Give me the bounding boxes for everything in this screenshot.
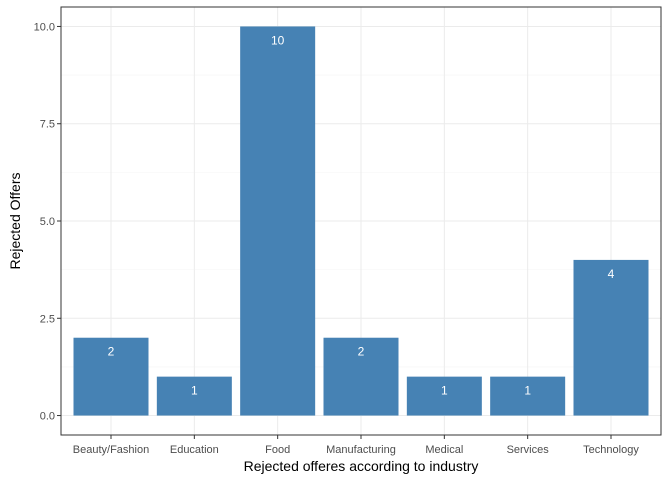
bar (156, 376, 232, 416)
bar (240, 26, 316, 416)
bar-value-label: 1 (524, 384, 531, 398)
bar (406, 376, 482, 416)
y-tick-label: 10.0 (34, 21, 55, 33)
x-tick-label: Food (265, 444, 290, 456)
y-tick-label: 5.0 (40, 216, 55, 228)
x-axis-title: Rejected offeres according to industry (244, 458, 479, 474)
bar (490, 376, 566, 416)
bar-value-label: 4 (608, 267, 615, 281)
x-tick-label: Beauty/Fashion (73, 444, 149, 456)
y-tick-label: 2.5 (40, 313, 55, 325)
y-tick-label: 0.0 (40, 411, 55, 423)
y-axis-ticks: 0.0 2.5 5.0 7.5 10.0 (34, 21, 61, 423)
bar (573, 259, 649, 416)
data-labels-group: 2 1 10 2 1 1 4 (108, 33, 615, 397)
x-tick-label: Education (170, 444, 219, 456)
bar-value-label: 1 (441, 384, 448, 398)
bar-value-label: 2 (358, 345, 365, 359)
bar-value-label: 10 (271, 33, 285, 47)
bars-group (73, 26, 649, 416)
bar (323, 337, 399, 416)
x-tick-label: Services (507, 444, 550, 456)
y-tick-label: 7.5 (40, 119, 55, 131)
x-tick-label: Technology (583, 444, 639, 456)
x-tick-label: Medical (425, 444, 463, 456)
bar-value-label: 2 (108, 345, 115, 359)
bar-value-label: 1 (191, 384, 198, 398)
y-axis-title: Rejected Offers (7, 172, 23, 269)
x-axis-ticks: Beauty/Fashion Education Food Manufacturing… (73, 435, 639, 456)
bar (73, 337, 149, 416)
x-tick-label: Manufacturing (326, 444, 396, 456)
